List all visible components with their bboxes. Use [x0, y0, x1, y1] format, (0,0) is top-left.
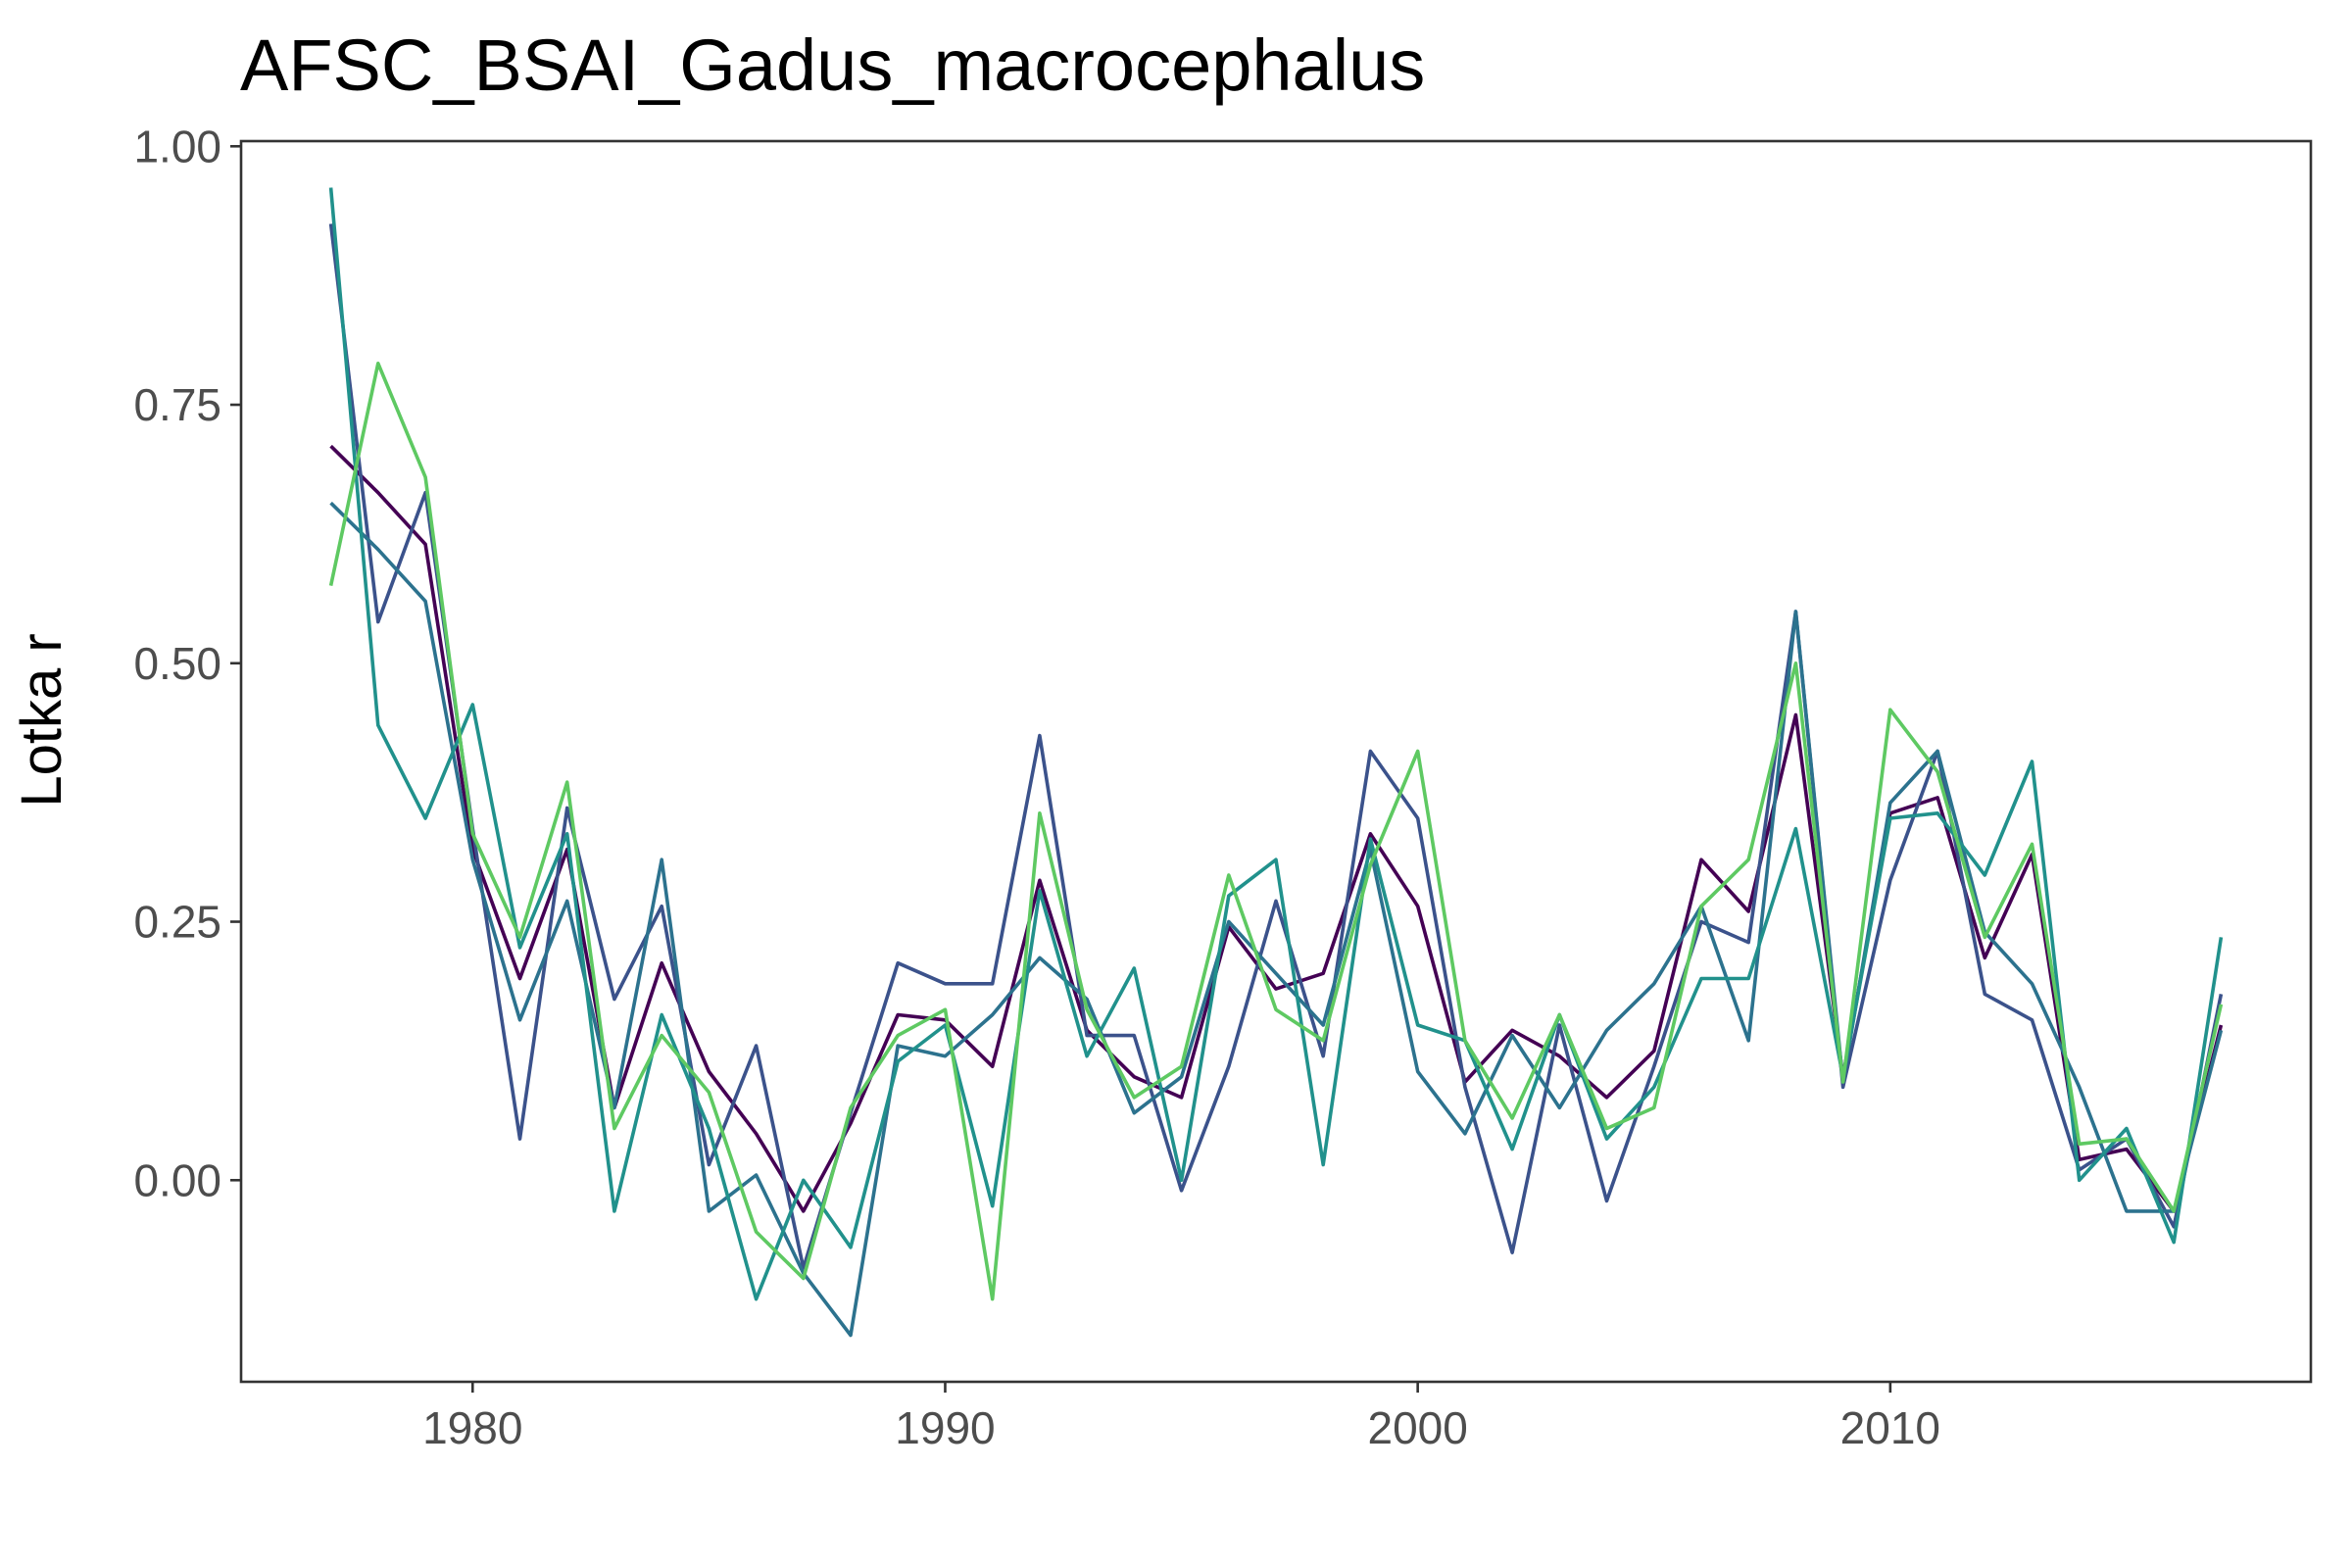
- x-tick-label: 2010: [1840, 1402, 1940, 1453]
- y-tick-label: 0.75: [133, 379, 221, 430]
- series-line-2: [328, 223, 2224, 1270]
- y-tick-label: 0.00: [133, 1154, 221, 1205]
- x-axis: 1980 1990 2000 2010: [422, 1382, 1940, 1453]
- series-line-3: [329, 501, 2224, 1338]
- y-axis-label: Lotka r: [10, 633, 74, 807]
- x-tick-label: 1980: [422, 1402, 522, 1453]
- plot-panel-border: [239, 139, 2313, 1384]
- x-tick-label: 2000: [1367, 1402, 1467, 1453]
- y-tick-label: 0.25: [133, 897, 221, 948]
- series-line-1: [329, 444, 2224, 1213]
- y-tick-label: 1.00: [133, 121, 221, 172]
- series-lines: [328, 187, 2224, 1338]
- y-axis: 0.00 0.25 0.50 0.75 1.00: [133, 121, 241, 1205]
- x-tick-label: 1990: [895, 1402, 995, 1453]
- series-line-4: [328, 187, 2224, 1301]
- y-tick-label: 0.50: [133, 638, 221, 689]
- chart-title: AFSC_BSAI_Gadus_macrocephalus: [240, 24, 1425, 106]
- series-line-5: [328, 361, 2224, 1301]
